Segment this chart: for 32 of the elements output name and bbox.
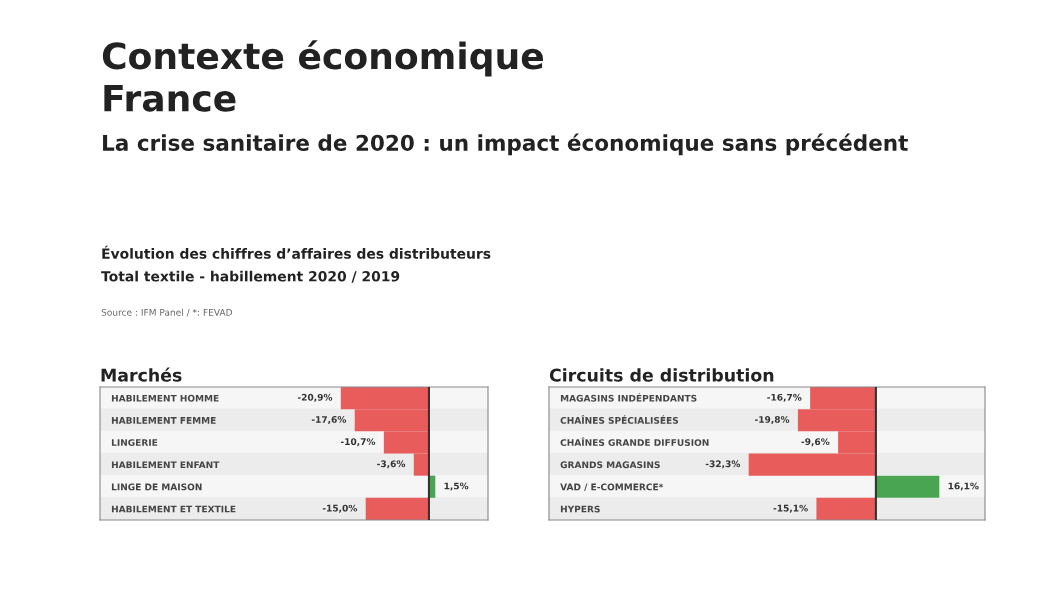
text: Total textile - habillement 2020 / 2019 bbox=[101, 270, 400, 283]
y-tick-label: HABILEMENT ET TEXTILE bbox=[111, 505, 236, 513]
source-note: Source : IFM Panel / *: FEVAD bbox=[101, 308, 233, 317]
data-label: 1,5% bbox=[444, 482, 469, 491]
y-tick-label: HABILEMENT HOMME bbox=[111, 394, 219, 402]
data-label: -16,7% bbox=[767, 393, 802, 402]
data-label: -32,3% bbox=[705, 460, 741, 469]
y-tick-label: CHAÎNES SPÉCIALISÉES bbox=[560, 415, 679, 424]
y-tick-label: HABILEMENT ENFANT bbox=[111, 461, 220, 469]
data-label: -9,6% bbox=[801, 438, 830, 447]
y-tick-label: MAGASINS INDÉPENDANTS bbox=[560, 393, 697, 402]
text: France bbox=[104, 84, 236, 112]
chart-title: Circuits de distribution bbox=[549, 368, 774, 382]
y-tick-label: GRANDS MAGASINS bbox=[560, 461, 660, 469]
chart-title: Marchés bbox=[101, 367, 182, 382]
data-label: -3,6% bbox=[377, 460, 406, 469]
y-tick-label: LINGERIE bbox=[111, 439, 158, 446]
data-label: -19,8% bbox=[755, 416, 790, 425]
data-label: -17,6% bbox=[311, 416, 347, 425]
y-tick-label: VAD / E-COMMERCE* bbox=[560, 483, 664, 492]
text: La crise sanitaire de 2020 : un impact économique sans précédent bbox=[103, 133, 908, 156]
data-label: -15,0% bbox=[322, 504, 358, 513]
text: Contexte économique bbox=[102, 40, 543, 77]
data-label: -20,9% bbox=[297, 393, 333, 402]
y-tick-label: HABILEMENT FEMME bbox=[111, 417, 216, 424]
data-label: -10,7% bbox=[340, 438, 376, 447]
data-label: 16,1% bbox=[948, 482, 979, 491]
y-tick-label: CHAÎNES GRANDE DIFFUSION bbox=[560, 437, 709, 446]
y-tick-label: LINGE DE MAISON bbox=[111, 483, 202, 491]
text: Évolution des chiffres d’affaires des distributeurs bbox=[102, 245, 491, 259]
y-tick-label: HYPERS bbox=[560, 505, 600, 513]
data-label: -15,1% bbox=[773, 504, 808, 513]
